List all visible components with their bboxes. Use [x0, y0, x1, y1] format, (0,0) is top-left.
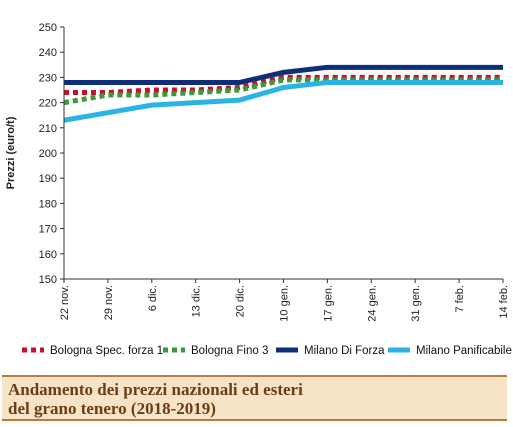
y-tick-label: 180 [39, 198, 57, 210]
caption-title-line-1: Andamento dei prezzi nazionali ed esteri [8, 380, 303, 399]
x-tick-label: 7 feb. [454, 285, 466, 313]
price-line-chart: 150 160 170 180 190 200 210 220 230 240 250 22 nov… [5, 22, 512, 357]
x-tick-label: 20 dic. [235, 285, 247, 317]
x-tick-label: 17 gen. [322, 285, 334, 322]
legend: Bologna Spec. forza 1 Bologna Fino 3 Milan… [22, 345, 512, 357]
y-tick-label: 210 [39, 123, 57, 135]
y-tick-label: 250 [39, 22, 57, 34]
x-tick-label: 22 nov. [59, 285, 71, 320]
y-tick-label: 190 [39, 173, 57, 185]
series-line-2 [63, 77, 503, 106]
legend-label-1: Bologna Spec. forza 1 [50, 345, 163, 357]
x-axis-ticks: 22 nov. 29 nov. 6 dic. 13 dic. 20 dic. 10 gen… [59, 279, 510, 322]
caption-title-line-2: del grano tenero (2018-2019) [8, 399, 216, 418]
series-lines [63, 64, 504, 123]
x-tick-label: 13 dic. [191, 285, 203, 317]
x-tick-label: 6 dic. [147, 285, 159, 311]
y-tick-label: 160 [39, 249, 57, 261]
legend-label-2: Bologna Fino 3 [191, 345, 268, 357]
x-tick-label: 31 gen. [410, 285, 422, 322]
y-tick-label: 200 [39, 148, 57, 160]
series-line-4 [63, 79, 503, 123]
legend-label-4: Milano Panificabile [416, 345, 512, 357]
y-tick-label: 220 [39, 98, 57, 110]
series-line-1 [64, 74, 503, 96]
legend-label-3: Milano Di Forza [304, 345, 385, 357]
y-tick-label: 150 [39, 274, 57, 286]
x-tick-label: 24 gen. [366, 285, 378, 322]
x-tick-label: 10 gen. [279, 285, 291, 322]
caption-bottom-rule [2, 419, 507, 421]
y-tick-label: 240 [39, 47, 57, 59]
y-tick-label: 230 [39, 72, 57, 84]
y-tick-label: 170 [39, 224, 57, 236]
caption-box: Andamento dei prezzi nazionali ed esteri… [2, 375, 507, 419]
y-axis-label: Prezzi (euro/t) [5, 116, 17, 189]
y-axis-ticks: 150 160 170 180 190 200 210 220 230 240 250 [39, 22, 64, 286]
x-tick-label: 29 nov. [103, 285, 115, 320]
x-tick-label: 14 feb. [498, 285, 510, 319]
